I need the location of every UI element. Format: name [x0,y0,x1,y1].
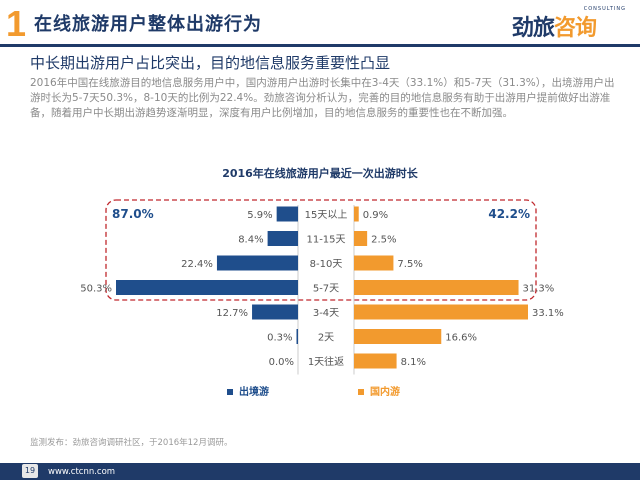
data-label-domestic: 7.5% [397,259,422,270]
data-label-outbound: 5.9% [247,210,272,221]
source-footnote: 监测发布：劲旅咨询调研社区，于2016年12月调研。 [30,438,233,448]
bar-outbound [296,329,298,344]
category-label: 11-15天 [306,235,345,246]
logo-text-main: 劲旅 [512,16,555,41]
footer-bar [0,463,640,480]
data-label-domestic: 33.1% [532,308,564,319]
bar-domestic [354,255,394,271]
category-label: 2天 [318,333,334,344]
page-number: 19 [22,464,38,478]
bar-outbound [267,231,298,246]
bar-domestic [354,231,368,246]
category-label: 15天以上 [305,209,348,221]
title-divider [0,44,640,47]
bar-domestic [354,206,359,222]
data-label-domestic: 0.9% [363,210,388,221]
brand-logo: 劲旅咨询 CONSULTING [512,6,630,42]
legend-label-outbound: 出境游 [239,385,269,398]
data-label-outbound: 8.4% [238,235,263,246]
bar-domestic [354,353,397,369]
data-label-outbound: 0.0% [269,357,294,368]
data-label-outbound: 50.3% [80,284,112,295]
data-label-domestic: 16.6% [445,333,477,344]
data-label-outbound: 0.3% [267,333,292,344]
bar-domestic [354,304,528,320]
data-label-domestic: 2.5% [371,235,396,246]
logo-text-en: CONSULTING [583,6,626,12]
body-paragraph: 2016年中国在线旅游目的地信息服务用户中，国内游用户出游时长集中在3-4天（3… [30,77,615,119]
logo-text-accent: 咨询 [554,16,597,41]
category-label: 3-4天 [313,308,339,319]
category-label: 8-10天 [310,259,343,270]
bar-outbound [216,255,298,271]
section-number: 1 [6,3,27,44]
page-title: 在线旅游用户整体出游行为 [34,14,262,35]
legend-swatch-outbound [227,389,233,395]
bar-outbound [252,304,298,320]
slide-subtitle: 中长期出游用户占比突出，目的地信息服务重要性凸显 [30,54,391,72]
bar-outbound [276,206,298,222]
bar-domestic [354,280,519,295]
data-label-outbound: 12.7% [216,308,248,319]
category-label: 5-7天 [313,284,339,295]
website-link[interactable]: www.ctcnn.com [48,467,116,477]
highlight-box [105,199,537,301]
legend-swatch-domestic [358,389,364,395]
data-label-domestic: 31.3% [523,284,555,295]
bar-domestic [354,329,442,344]
domestic-total-label: 42.2% [488,207,530,221]
legend-label-domestic: 国内游 [370,385,400,398]
chart-title: 2016年在线旅游用户最近一次出游时长 [222,166,419,180]
category-label: 1天往返 [308,355,344,368]
bar-outbound [116,280,298,295]
data-label-domestic: 8.1% [401,357,426,368]
data-label-outbound: 22.4% [181,259,213,270]
outbound-total-label: 87.0% [112,207,154,221]
logo-text: 劲旅咨询 [512,10,597,42]
